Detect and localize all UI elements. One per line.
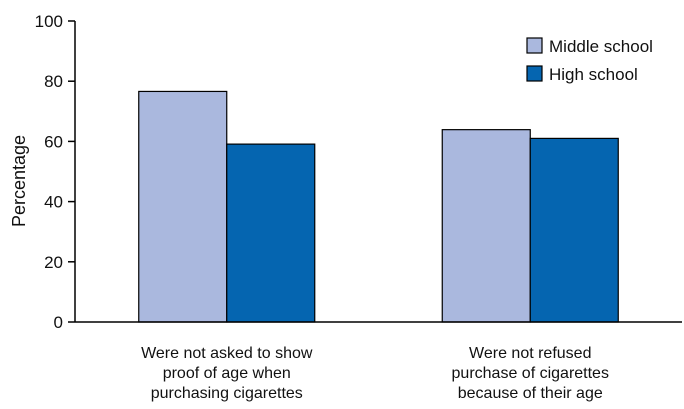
y-tick-label: 40 <box>44 193 63 212</box>
bar-high-school <box>529 137 619 323</box>
legend: Middle school High school <box>526 37 653 84</box>
legend-label: High school <box>549 65 638 84</box>
x-category-label: Were not refused purchase of cigarettes be… <box>452 345 609 402</box>
bar-middle-school <box>138 90 228 323</box>
x-axis: Were not asked to show proof of age when p… <box>75 321 682 402</box>
bar-middle-school <box>441 129 531 323</box>
y-tick-label: 60 <box>44 132 63 151</box>
y-axis: 0 20 40 60 80 100 <box>35 12 76 332</box>
bars <box>138 90 619 323</box>
x-category-label: Were not asked to show proof of age when p… <box>141 345 313 402</box>
y-tick-label: 0 <box>54 313 63 332</box>
y-tick-label: 20 <box>44 253 63 272</box>
legend-label: Middle school <box>549 37 653 56</box>
bar-high-school <box>226 143 316 323</box>
legend-swatch <box>526 65 543 82</box>
legend-swatch <box>526 37 543 54</box>
y-axis-title: Percentage <box>9 135 29 227</box>
y-tick-label: 80 <box>44 72 63 91</box>
y-tick-label: 100 <box>35 12 63 31</box>
